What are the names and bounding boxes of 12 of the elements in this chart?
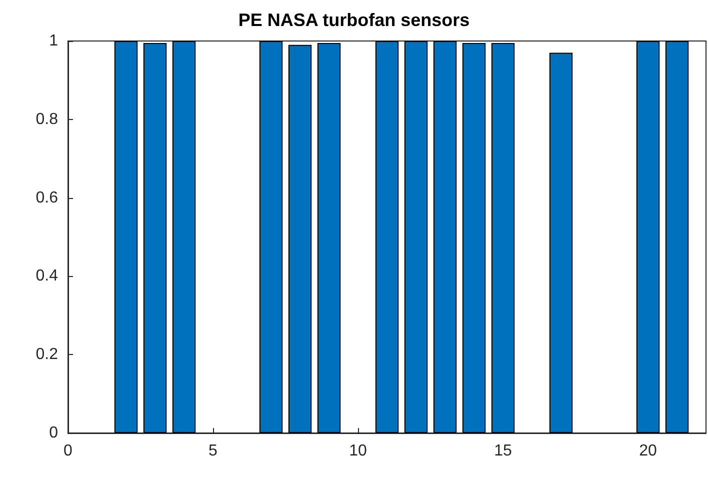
y-tick-label: 0 bbox=[49, 424, 58, 442]
x-tick-label: 20 bbox=[639, 442, 657, 460]
chart-title: PE NASA turbofan sensors bbox=[238, 10, 470, 30]
x-tick-label: 10 bbox=[349, 442, 367, 460]
x-tick-label: 15 bbox=[494, 442, 512, 460]
y-tick-label: 0.6 bbox=[36, 189, 58, 206]
y-tick-label: 0.2 bbox=[36, 346, 58, 364]
y-tick-label: 1 bbox=[49, 32, 58, 50]
y-tick-label: 0.4 bbox=[36, 268, 58, 285]
x-tick-label: 5 bbox=[208, 442, 218, 460]
x-tick-label: 0 bbox=[64, 442, 73, 460]
y-tick-label: 0.8 bbox=[36, 110, 58, 128]
